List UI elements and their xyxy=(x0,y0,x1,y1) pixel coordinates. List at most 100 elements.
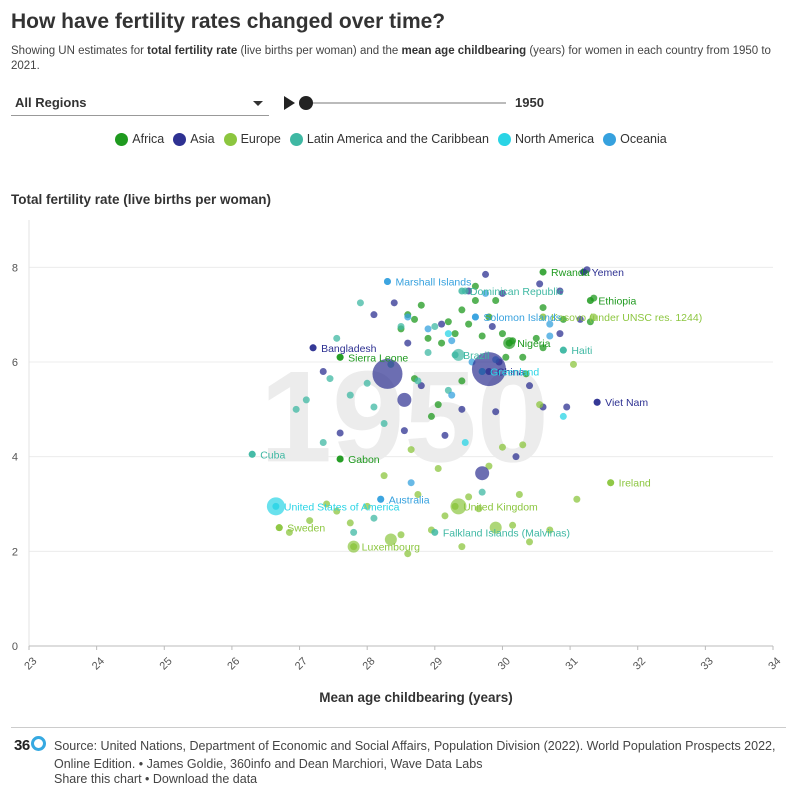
data-bubble xyxy=(384,533,397,546)
data-point xyxy=(509,521,517,529)
y-tick-label: 6 xyxy=(12,357,18,369)
x-tick-label: 29 xyxy=(428,655,445,672)
legend-item-latin-america-and-the-caribbean[interactable]: Latin America and the Caribbean xyxy=(289,132,489,146)
data-point xyxy=(336,429,344,437)
data-point xyxy=(485,313,493,321)
data-point xyxy=(519,441,527,449)
year-watermark: 1950 xyxy=(260,343,549,489)
data-point xyxy=(546,332,554,340)
data-point xyxy=(404,550,412,558)
data-point xyxy=(532,334,540,342)
data-point xyxy=(319,367,327,375)
data-point xyxy=(458,405,466,413)
data-point xyxy=(326,375,334,383)
data-bubble xyxy=(347,540,360,553)
legend-item-europe[interactable]: Europe xyxy=(223,132,281,146)
data-point xyxy=(559,346,567,354)
share-chart-link[interactable]: Share this chart xyxy=(54,772,142,786)
data-point xyxy=(404,339,412,347)
data-point xyxy=(434,465,442,472)
data-point xyxy=(546,320,554,328)
scatter-chart: Total fertility rate (live births per wo… xyxy=(11,192,783,705)
data-point xyxy=(292,405,300,413)
x-tick-label: 28 xyxy=(360,655,377,672)
data-point xyxy=(465,493,473,501)
data-point xyxy=(492,408,500,416)
data-point xyxy=(478,488,486,496)
data-point xyxy=(526,382,534,390)
legend-swatch xyxy=(173,132,187,146)
data-point xyxy=(448,337,456,345)
x-tick-label: 30 xyxy=(496,655,513,672)
data-point xyxy=(346,391,354,399)
x-tick-label: 27 xyxy=(293,655,310,672)
data-point xyxy=(526,538,534,546)
data-point xyxy=(536,280,544,288)
data-point xyxy=(482,289,490,297)
data-point xyxy=(380,420,388,428)
data-point xyxy=(475,505,483,513)
legend-item-asia[interactable]: Asia xyxy=(173,132,215,146)
data-point xyxy=(333,507,341,515)
download-data-link[interactable]: Download the data xyxy=(152,772,258,786)
year-slider-handle[interactable] xyxy=(299,96,313,110)
data-point xyxy=(478,332,486,340)
data-point xyxy=(414,491,422,499)
data-point xyxy=(424,349,432,357)
x-tick-label: 34 xyxy=(766,655,783,672)
point-label: United States of America xyxy=(284,501,400,513)
data-point xyxy=(522,370,530,378)
data-point xyxy=(444,330,452,338)
data-point xyxy=(309,344,317,352)
data-point xyxy=(458,377,466,385)
point-label: Ethiopia xyxy=(598,295,636,307)
data-point xyxy=(465,320,473,328)
data-point xyxy=(370,514,378,522)
region-dropdown-value: All Regions xyxy=(15,95,87,110)
data-point xyxy=(424,325,432,333)
data-point xyxy=(407,446,415,454)
point-label: China xyxy=(497,366,525,378)
y-tick-label: 0 xyxy=(12,641,18,653)
y-tick-label: 2 xyxy=(12,546,18,558)
legend-swatch xyxy=(289,132,303,146)
data-bubble xyxy=(452,348,465,361)
data-point xyxy=(539,344,547,352)
legend-swatch xyxy=(115,132,129,146)
logo-ring-icon xyxy=(30,736,46,751)
legend-item-africa[interactable]: Africa xyxy=(115,132,164,146)
data-point xyxy=(512,453,520,461)
data-point xyxy=(451,330,459,338)
data-point xyxy=(356,299,364,307)
y-tick-label: 8 xyxy=(12,262,18,274)
legend-label: Oceania xyxy=(620,132,667,146)
point-label: Dominican Republic xyxy=(470,286,563,298)
data-point xyxy=(444,318,452,326)
point-label: Viet Nam xyxy=(605,397,648,409)
data-point xyxy=(417,301,425,309)
data-point xyxy=(407,479,415,487)
data-point xyxy=(498,289,506,297)
data-point xyxy=(275,524,283,532)
data-point xyxy=(390,299,398,307)
data-point xyxy=(539,313,547,321)
data-point xyxy=(431,323,439,330)
data-bubble xyxy=(471,352,506,387)
data-point xyxy=(306,517,314,525)
data-point xyxy=(498,443,506,451)
data-point xyxy=(333,334,341,342)
year-readout: 1950 xyxy=(515,95,544,110)
region-dropdown[interactable]: All Regions xyxy=(11,90,269,116)
chart-title: How have fertility rates changed over ti… xyxy=(11,10,446,33)
data-point xyxy=(580,268,588,276)
legend-item-north-america[interactable]: North America xyxy=(497,132,594,146)
footer-separator: • xyxy=(141,772,153,786)
legend-item-oceania[interactable]: Oceania xyxy=(603,132,667,146)
data-point xyxy=(488,323,496,330)
chevron-down-icon xyxy=(253,101,263,106)
data-point xyxy=(427,412,435,420)
data-point xyxy=(400,427,408,435)
play-button[interactable] xyxy=(284,96,295,110)
x-tick-label: 26 xyxy=(225,655,242,672)
year-slider-track[interactable] xyxy=(306,102,506,104)
